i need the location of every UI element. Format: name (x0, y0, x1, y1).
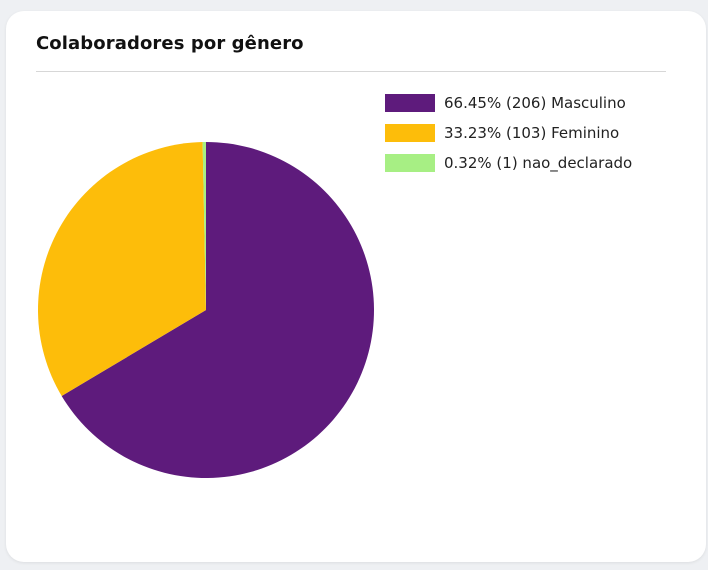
legend-item-nao-declarado[interactable]: 0.32% (1) nao_declarado (385, 152, 632, 173)
legend-label-feminino: 33.23% (103) Feminino (444, 123, 620, 142)
chart-legend: 66.45% (206) Masculino 33.23% (103) Femi… (385, 92, 632, 182)
legend-label-masculino: 66.45% (206) Masculino (444, 93, 626, 112)
legend-item-masculino[interactable]: 66.45% (206) Masculino (385, 92, 632, 113)
pie-slice-masculino[interactable] (61, 142, 375, 478)
legend-swatch-masculino (385, 93, 435, 112)
title-divider (36, 71, 666, 72)
pie-chart (38, 141, 375, 478)
pie-slice-nao-declarado[interactable] (202, 141, 206, 310)
legend-swatch-nao-declarado (385, 153, 435, 172)
chart-card: Colaboradores por gênero 66.45% (206) Ma… (6, 11, 706, 562)
legend-swatch-feminino (385, 123, 435, 142)
chart-title: Colaboradores por gênero (36, 33, 304, 54)
pie-slice-feminino[interactable] (38, 142, 207, 396)
legend-item-feminino[interactable]: 33.23% (103) Feminino (385, 122, 632, 143)
legend-label-nao-declarado: 0.32% (1) nao_declarado (444, 153, 633, 172)
pie-slices (38, 141, 375, 478)
